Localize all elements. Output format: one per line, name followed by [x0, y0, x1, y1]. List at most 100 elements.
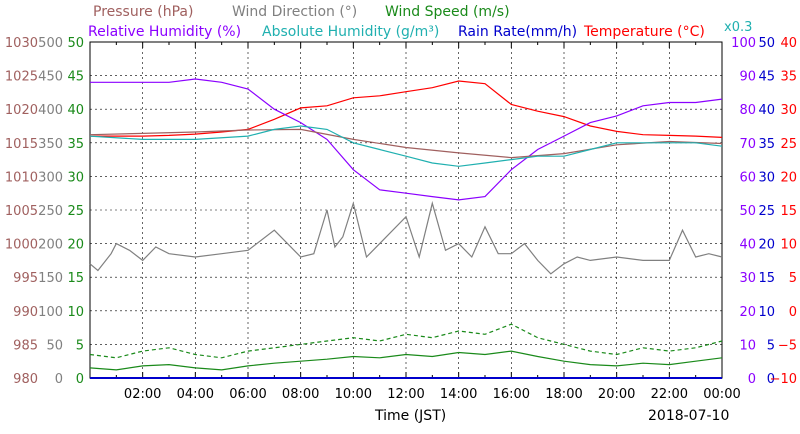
y-tick-relative-humidity: 40 [739, 238, 756, 253]
y-tick-wind-speed: 45 [67, 70, 84, 85]
y-tick-relative-humidity: 30 [739, 271, 756, 286]
x-tick-label: 08:00 [282, 387, 319, 402]
y-tick-rain-rate: 45 [758, 70, 775, 85]
y-tick-wind-direction: 150 [38, 271, 63, 286]
y-tick-wind-direction: 350 [38, 137, 63, 152]
y-tick-relative-humidity: 70 [739, 137, 756, 152]
y-tick-pressure: 1015 [5, 137, 38, 152]
x-tick-label: 04:00 [177, 387, 214, 402]
x-tick-label: 06:00 [229, 387, 266, 402]
y-tick-wind-speed: 30 [67, 170, 84, 185]
y-tick-temperature: 30 [780, 103, 797, 118]
y-tick-relative-humidity: 80 [739, 103, 756, 118]
y-tick-relative-humidity: 100 [731, 36, 756, 51]
series-group [89, 78, 723, 379]
y-tick-temperature: 20 [780, 170, 797, 185]
y-tick-pressure: 985 [13, 338, 38, 353]
x-tick-label: 14:00 [440, 387, 477, 402]
y-tick-wind-direction: 50 [46, 338, 63, 353]
y-tick-rain-rate: 35 [758, 137, 775, 152]
y-tick-pressure: 980 [13, 372, 38, 387]
y-tick-rain-rate: 5 [767, 338, 775, 353]
series-line-wind-speed-m-s [89, 323, 723, 359]
y-tick-wind-direction: 200 [38, 238, 63, 253]
y-tick-rain-rate: 30 [758, 170, 775, 185]
y-tick-pressure: 1020 [5, 103, 38, 118]
y-tick-temperature: 10 [780, 238, 797, 253]
x-tick-label: 20:00 [598, 387, 635, 402]
legend-wind-speed: Wind Speed (m/s) [385, 4, 510, 20]
y-tick-rain-rate: 0 [767, 372, 775, 387]
y-tick-pressure: 995 [13, 271, 38, 286]
series-line-temperature-c [90, 80, 723, 138]
y-tick-rain-rate: 25 [758, 204, 775, 219]
y-tick-wind-direction: 450 [38, 70, 63, 85]
series-line-wind-speed-m-s [89, 350, 723, 371]
series-line-relative-humidity [90, 78, 723, 201]
y-tick-temperature: 5 [789, 271, 797, 286]
x-axis-label: Time (JST) [374, 408, 446, 424]
y-tick-wind-direction: 0 [55, 372, 63, 387]
y-tick-pressure: 1000 [5, 238, 38, 253]
y-tick-relative-humidity: 10 [739, 338, 756, 353]
y-tick-rain-rate: 50 [758, 36, 775, 51]
y-tick-temperature: 0 [789, 305, 797, 320]
x-tick-label: 00:00 [703, 387, 740, 402]
y-tick-wind-speed: 10 [67, 305, 84, 320]
y-tick-temperature: −10 [770, 372, 797, 387]
y-tick-temperature: 35 [780, 70, 797, 85]
x-tick-label: 12:00 [387, 387, 424, 402]
y-tick-pressure: 1030 [5, 36, 38, 51]
y-tick-temperature: 40 [780, 36, 797, 51]
legend-temperature: Temperature (°C) [583, 24, 705, 40]
y-tick-rain-rate: 15 [758, 271, 775, 286]
y-tick-wind-speed: 15 [67, 271, 84, 286]
y-tick-rain-rate: 10 [758, 305, 775, 320]
grid [89, 42, 723, 378]
y-tick-relative-humidity: 50 [739, 204, 756, 219]
x-tick-label: 22:00 [651, 387, 688, 402]
series-line-pressure-hpa [89, 128, 723, 159]
x-tick-label: 16:00 [493, 387, 530, 402]
y-tick-relative-humidity: 60 [739, 170, 756, 185]
y-tick-relative-humidity: 0 [748, 372, 756, 387]
x-tick-label: 18:00 [545, 387, 582, 402]
y-tick-relative-humidity: 20 [739, 305, 756, 320]
y-tick-wind-direction: 400 [38, 103, 63, 118]
series-line-wind-direction [89, 200, 723, 275]
x-tick-label: 02:00 [124, 387, 161, 402]
y-tick-wind-speed: 0 [76, 372, 84, 387]
y-tick-pressure: 990 [13, 305, 38, 320]
y-tick-pressure: 1010 [5, 170, 38, 185]
y-tick-wind-direction: 100 [38, 305, 63, 320]
y-tick-pressure: 1025 [5, 70, 38, 85]
y-tick-temperature: 15 [780, 204, 797, 219]
chart-date: 2018-07-10 [648, 408, 729, 424]
y-tick-pressure: 1005 [5, 204, 38, 219]
y-tick-wind-speed: 25 [67, 204, 84, 219]
legend-pressure: Pressure (hPa) [93, 4, 193, 20]
y-tick-wind-speed: 5 [76, 338, 84, 353]
legend-wind-direction: Wind Direction (°) [232, 4, 357, 20]
y-tick-wind-direction: 300 [38, 170, 63, 185]
axes: 1030102510201015101010051000995990985980… [5, 36, 797, 387]
legend-rain-rate: Rain Rate(mm/h) [458, 24, 577, 40]
y-tick-rain-rate: 20 [758, 238, 775, 253]
x-ticks: 02:00 04:00 06:00 08:00 10:00 12:00 14:00 16:00… [124, 387, 741, 402]
y-tick-rain-rate: 40 [758, 103, 775, 118]
y-tick-wind-direction: 250 [38, 204, 63, 219]
y-tick-relative-humidity: 90 [739, 70, 756, 85]
y-tick-wind-direction: 500 [38, 36, 63, 51]
x-tick-label: 10:00 [335, 387, 372, 402]
series-line-absolute-humidity-g-m [89, 125, 723, 167]
legend-absolute-humidity: Absolute Humidity (g/m³) [262, 24, 439, 40]
y-tick-temperature: 25 [780, 137, 797, 152]
legend-relative-humidity: Relative Humidity (%) [88, 24, 241, 40]
abs-humidity-scale-note: x0.3 [724, 20, 752, 35]
y-tick-wind-speed: 20 [67, 238, 84, 253]
y-tick-wind-speed: 50 [67, 36, 84, 51]
y-tick-wind-speed: 40 [67, 103, 84, 118]
y-tick-wind-speed: 35 [67, 137, 84, 152]
y-tick-temperature: −5 [778, 338, 797, 353]
